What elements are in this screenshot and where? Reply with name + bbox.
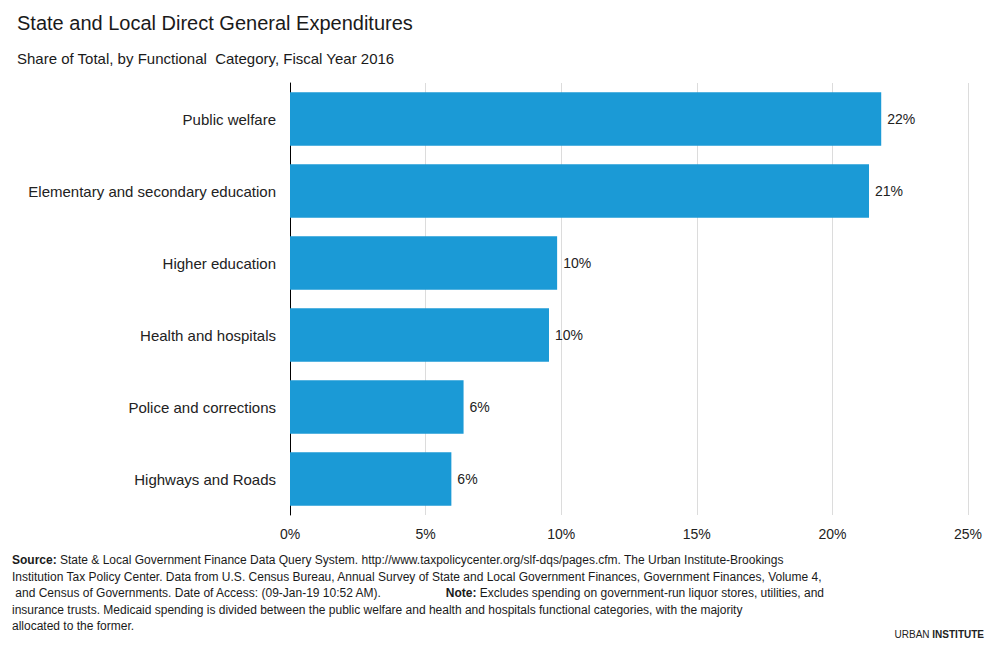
svg-text:Share of Total, by Functional: Share of Total, by Functional Category, … <box>17 50 394 67</box>
svg-text:10%: 10% <box>563 255 591 271</box>
svg-text:10%: 10% <box>555 327 583 343</box>
svg-text:21%: 21% <box>875 183 903 199</box>
svg-text:Institution Tax Policy Center.: Institution Tax Policy Center. Data from… <box>12 570 822 584</box>
svg-text:Police and corrections: Police and corrections <box>128 399 276 416</box>
svg-text:Excludes spending on governmen: Excludes spending on government-run liqu… <box>476 586 827 600</box>
svg-text:Elementary and secondary educa: Elementary and secondary education <box>28 183 276 200</box>
svg-text:Note:: Note: <box>446 586 477 600</box>
svg-text:15%: 15% <box>683 526 711 542</box>
svg-text:Highways and Roads: Highways and Roads <box>134 471 276 488</box>
svg-text:and Census of Governments. Dat: and Census of Governments. Date of Acces… <box>12 586 381 600</box>
svg-text:URBAN: URBAN <box>895 629 933 640</box>
svg-text:Health and hospitals: Health and hospitals <box>140 327 276 344</box>
svg-text:State and Local Direct General: State and Local Direct General Expenditu… <box>17 12 413 34</box>
svg-text:Source:: Source: <box>12 553 57 567</box>
svg-text:6%: 6% <box>457 471 477 487</box>
svg-text:10%: 10% <box>547 526 575 542</box>
svg-text:6%: 6% <box>470 399 490 415</box>
svg-text:Higher education: Higher education <box>163 255 276 272</box>
svg-text:22%: 22% <box>887 111 915 127</box>
svg-text:5%: 5% <box>415 526 435 542</box>
svg-text:25%: 25% <box>954 526 982 542</box>
svg-text:INSTITUTE: INSTITUTE <box>932 629 984 640</box>
svg-text:Public welfare: Public welfare <box>183 111 276 128</box>
svg-text:insurance trusts. Medicaid spe: insurance trusts. Medicaid spending is d… <box>12 603 746 617</box>
svg-text:0%: 0% <box>280 526 300 542</box>
svg-text:allocated to the former.: allocated to the former. <box>12 619 134 633</box>
svg-text:20%: 20% <box>818 526 846 542</box>
svg-text:State & Local Government Finan: State & Local Government Finance Data Qu… <box>57 553 787 567</box>
